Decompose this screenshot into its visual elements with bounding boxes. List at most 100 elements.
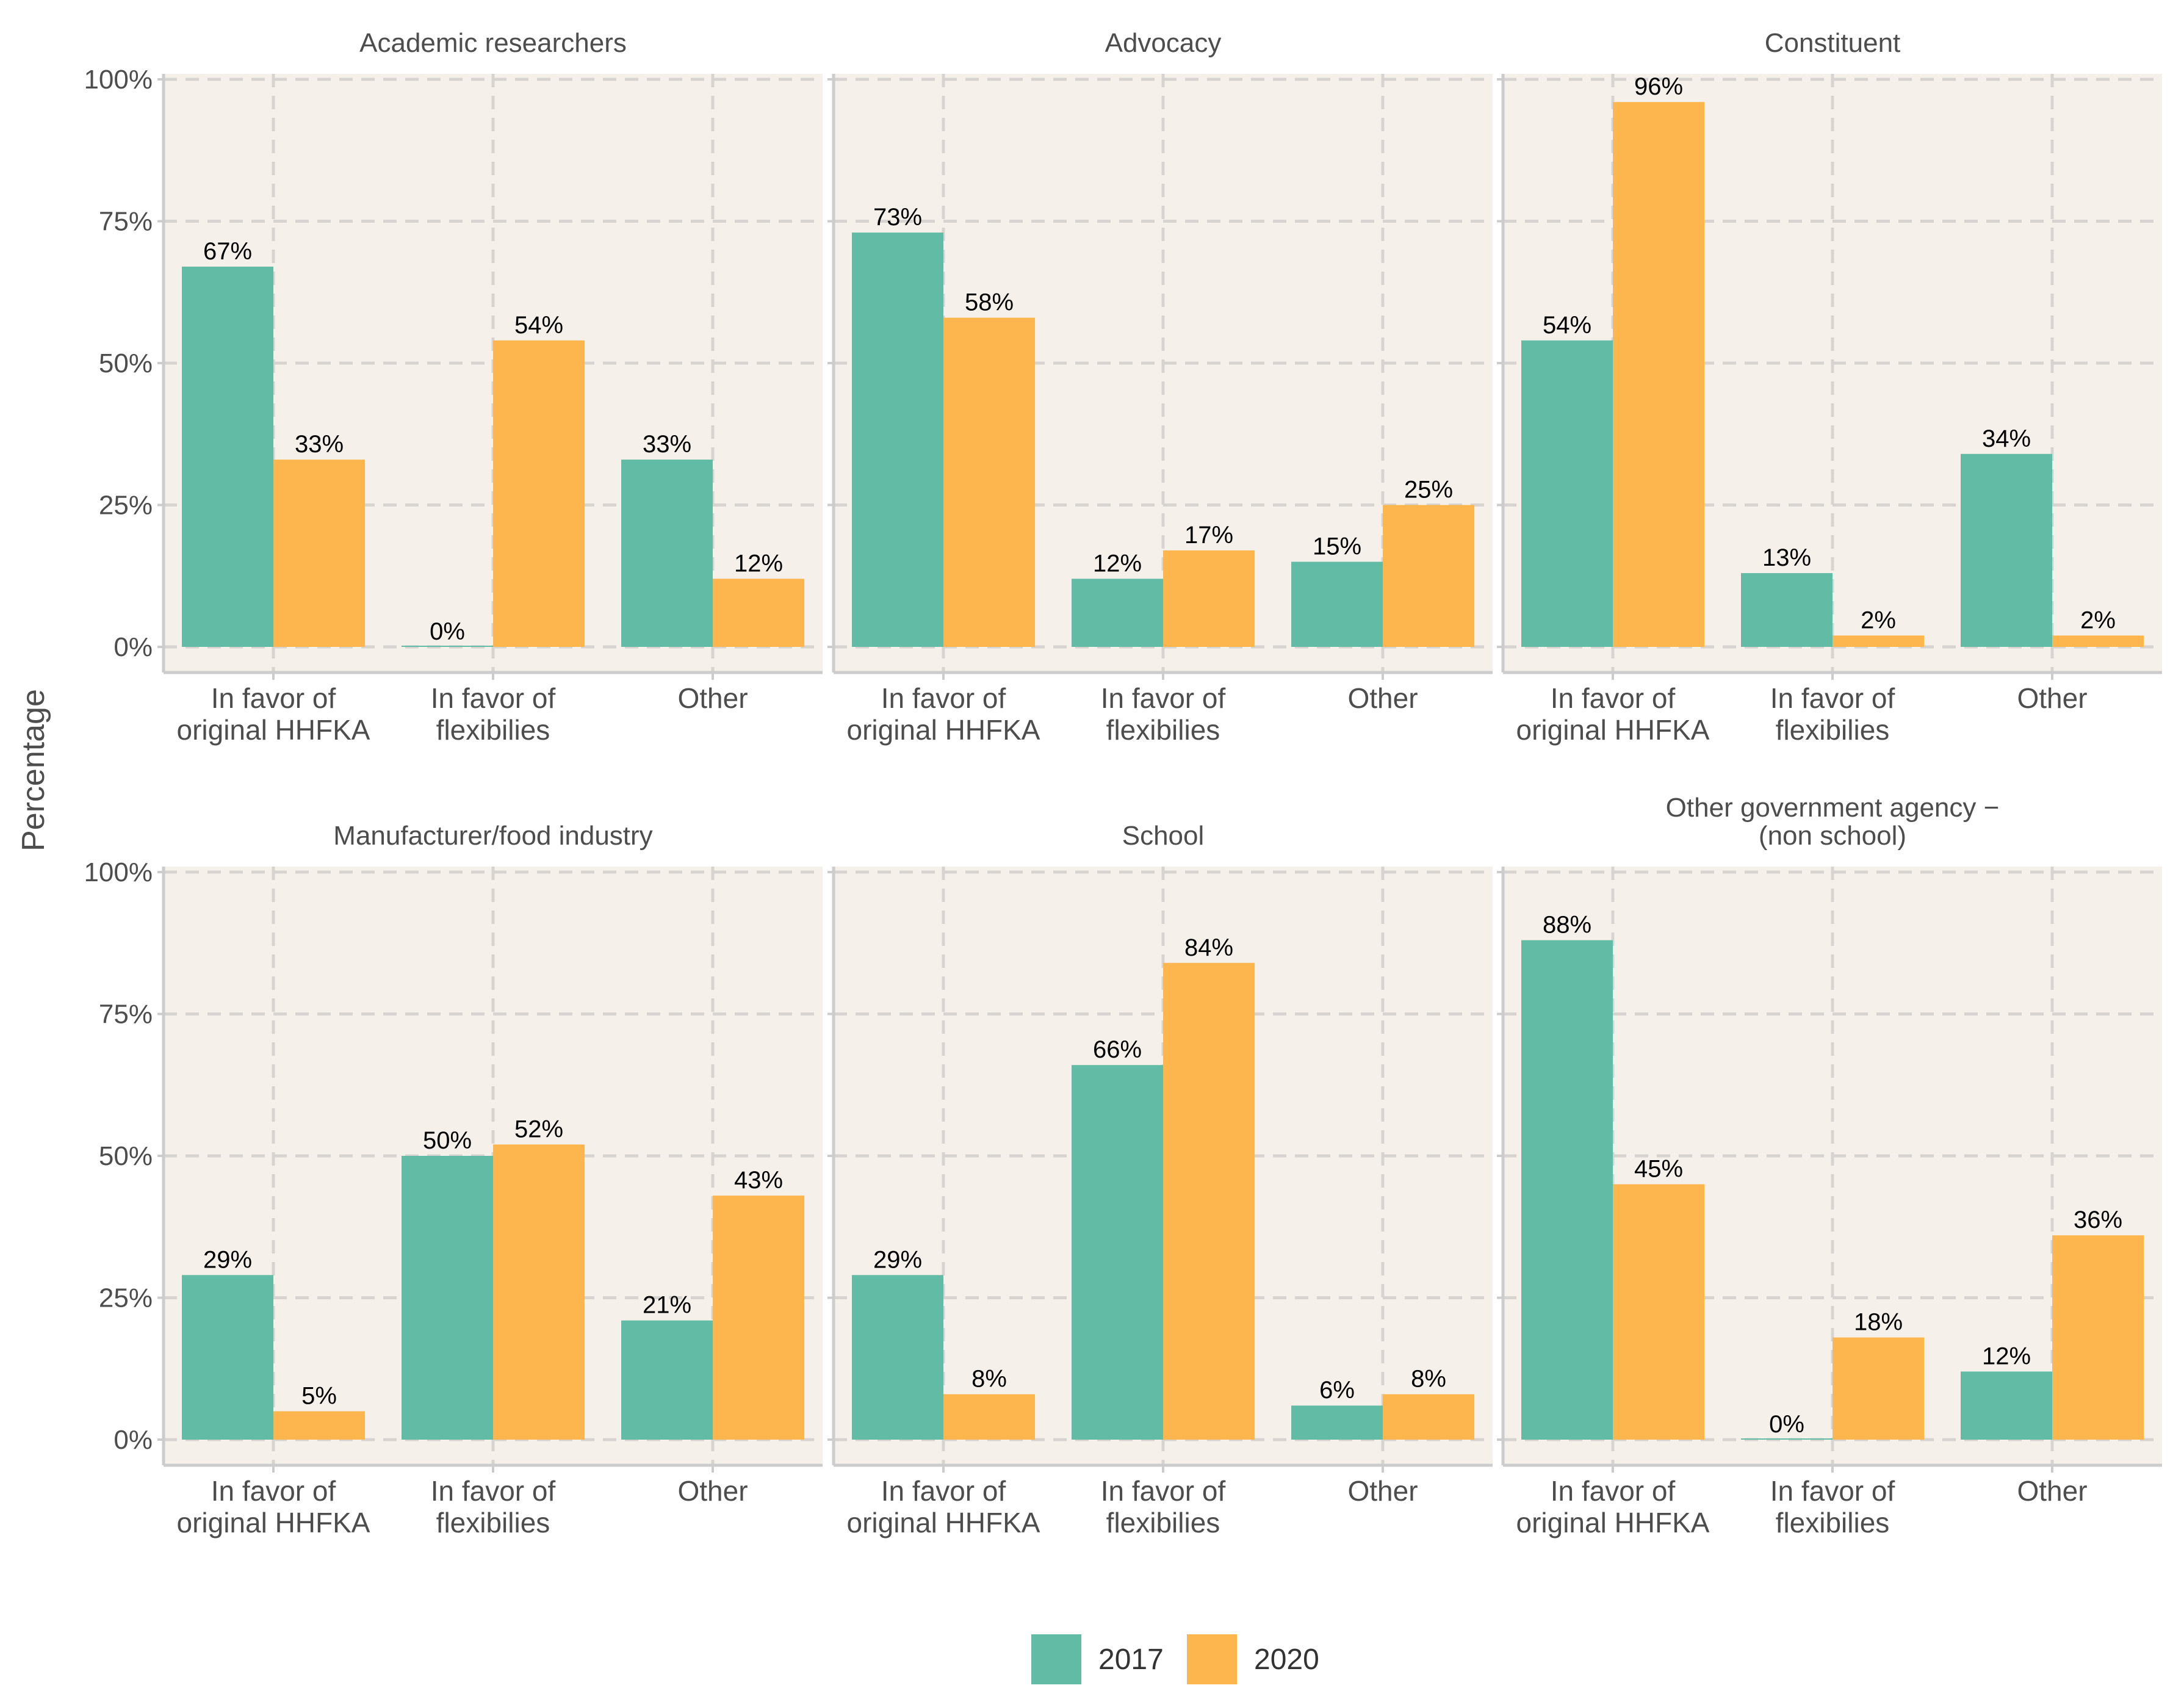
x-tick-label: In favor of bbox=[1551, 682, 1676, 714]
data-label: 73% bbox=[873, 204, 922, 231]
y-tick-label: 75% bbox=[99, 1000, 153, 1030]
data-label: 33% bbox=[295, 431, 344, 458]
data-label: 2% bbox=[2080, 607, 2116, 633]
bar-2017-cat1 bbox=[852, 1275, 943, 1440]
data-label: 0% bbox=[430, 618, 465, 645]
y-tick-label: 0% bbox=[114, 1425, 153, 1455]
data-label: 8% bbox=[971, 1366, 1007, 1393]
data-label: 2% bbox=[1861, 607, 1896, 633]
panel-title: Academic researchers bbox=[359, 28, 627, 58]
x-tick-label: In favor of bbox=[211, 1475, 336, 1507]
bar-2017-cat3 bbox=[1291, 1405, 1383, 1440]
x-tick-label: flexibilies bbox=[1106, 714, 1220, 746]
legend-swatch-2020 bbox=[1187, 1634, 1237, 1684]
x-tick-label: flexibilies bbox=[1776, 1507, 1890, 1538]
x-tick-label: original HHFKA bbox=[1516, 1507, 1710, 1538]
panel-title: Manufacturer/food industry bbox=[333, 821, 652, 851]
data-label: 45% bbox=[1634, 1156, 1683, 1183]
bar-2020-cat3 bbox=[2052, 635, 2144, 647]
bar-2020-cat1 bbox=[943, 317, 1035, 647]
x-tick-label: In favor of bbox=[431, 1475, 556, 1507]
x-tick-label: flexibilies bbox=[1776, 714, 1890, 746]
data-label: 58% bbox=[965, 289, 1014, 316]
x-tick-label: flexibilies bbox=[1106, 1507, 1220, 1538]
data-label: 17% bbox=[1184, 522, 1233, 549]
bar-2017-cat3 bbox=[621, 460, 713, 647]
data-label: 13% bbox=[1762, 544, 1811, 571]
x-tick-label: In favor of bbox=[881, 1475, 1006, 1507]
bar-2017-cat2 bbox=[1072, 579, 1163, 647]
y-tick-label: 25% bbox=[99, 1283, 153, 1313]
bar-2020-cat3 bbox=[713, 1196, 804, 1440]
data-label: 96% bbox=[1634, 73, 1683, 100]
bar-2020-cat2 bbox=[1833, 1337, 1924, 1440]
bar-2020-cat3 bbox=[1383, 1394, 1474, 1440]
bar-2017-cat1 bbox=[182, 266, 273, 647]
x-tick-label: In favor of bbox=[1551, 1475, 1676, 1507]
data-label: 12% bbox=[734, 550, 783, 577]
x-tick-label: flexibilies bbox=[436, 714, 550, 746]
data-label: 25% bbox=[1404, 477, 1453, 503]
x-tick-label: original HHFKA bbox=[847, 714, 1040, 746]
bar-2017-cat1 bbox=[182, 1275, 273, 1440]
panel-title: School bbox=[1122, 821, 1205, 851]
x-tick-label: Other bbox=[677, 682, 748, 714]
y-tick-label: 50% bbox=[99, 348, 153, 378]
bar-2017-cat2 bbox=[402, 646, 493, 647]
panel-title: Other government agency − bbox=[1666, 793, 2000, 823]
bar-2017-cat2 bbox=[402, 1156, 493, 1440]
x-tick-label: In favor of bbox=[1770, 682, 1895, 714]
y-axis-title: Percentage bbox=[16, 689, 51, 851]
bar-2020-cat3 bbox=[713, 579, 804, 647]
bar-2020-cat1 bbox=[1613, 102, 1704, 647]
data-label: 6% bbox=[1319, 1377, 1355, 1404]
x-tick-label: In favor of bbox=[431, 682, 556, 714]
bar-2020-cat1 bbox=[273, 460, 365, 647]
x-tick-label: Other bbox=[1347, 1475, 1418, 1507]
data-label: 8% bbox=[1411, 1366, 1446, 1393]
data-label: 43% bbox=[734, 1167, 783, 1194]
y-tick-label: 100% bbox=[84, 65, 153, 95]
bar-2020-cat2 bbox=[493, 340, 585, 647]
panel-title: Advocacy bbox=[1105, 28, 1222, 58]
panel-1: Academic researchers 0% 25% 50% 75% 100% In fa… bbox=[84, 28, 823, 746]
bar-2020-cat3 bbox=[1383, 505, 1474, 647]
data-label: 54% bbox=[1543, 312, 1591, 339]
data-label: 84% bbox=[1184, 934, 1233, 961]
bar-2020-cat1 bbox=[1613, 1184, 1704, 1440]
bar-2020-cat2 bbox=[1163, 962, 1255, 1440]
bar-2017-cat2 bbox=[1741, 573, 1833, 647]
data-label: 88% bbox=[1543, 912, 1591, 939]
legend-label: 2020 bbox=[1254, 1643, 1319, 1676]
bar-2020-cat2 bbox=[493, 1144, 585, 1440]
x-tick-label: Other bbox=[677, 1475, 748, 1507]
bar-2020-cat2 bbox=[1163, 550, 1255, 647]
x-tick-label: Other bbox=[1347, 682, 1418, 714]
bar-2020-cat3 bbox=[2052, 1235, 2144, 1440]
data-label: 50% bbox=[423, 1127, 472, 1154]
x-tick-label: In favor of bbox=[211, 682, 336, 714]
bar-2020-cat1 bbox=[273, 1411, 365, 1440]
bar-2017-cat3 bbox=[621, 1320, 713, 1440]
panel-title: Constituent bbox=[1765, 28, 1901, 58]
data-label: 67% bbox=[203, 238, 252, 265]
bar-2017-cat3 bbox=[1961, 453, 2052, 647]
x-tick-label: original HHFKA bbox=[177, 714, 370, 746]
x-tick-label: original HHFKA bbox=[177, 1507, 370, 1538]
data-label: 21% bbox=[643, 1292, 691, 1319]
panel-title: (non school) bbox=[1759, 821, 1906, 851]
x-tick-label: Other bbox=[2017, 1475, 2087, 1507]
bar-2017-cat2 bbox=[1072, 1065, 1163, 1440]
y-tick-label: 25% bbox=[99, 491, 153, 521]
x-tick-label: In favor of bbox=[1770, 1475, 1895, 1507]
data-label: 5% bbox=[301, 1383, 337, 1410]
bar-2020-cat2 bbox=[1833, 635, 1924, 647]
data-label: 36% bbox=[2074, 1207, 2122, 1233]
y-tick-label: 50% bbox=[99, 1141, 153, 1171]
data-label: 66% bbox=[1093, 1036, 1142, 1063]
x-tick-label: Other bbox=[2017, 682, 2087, 714]
data-label: 34% bbox=[1982, 425, 2031, 452]
data-label: 0% bbox=[1769, 1411, 1804, 1438]
